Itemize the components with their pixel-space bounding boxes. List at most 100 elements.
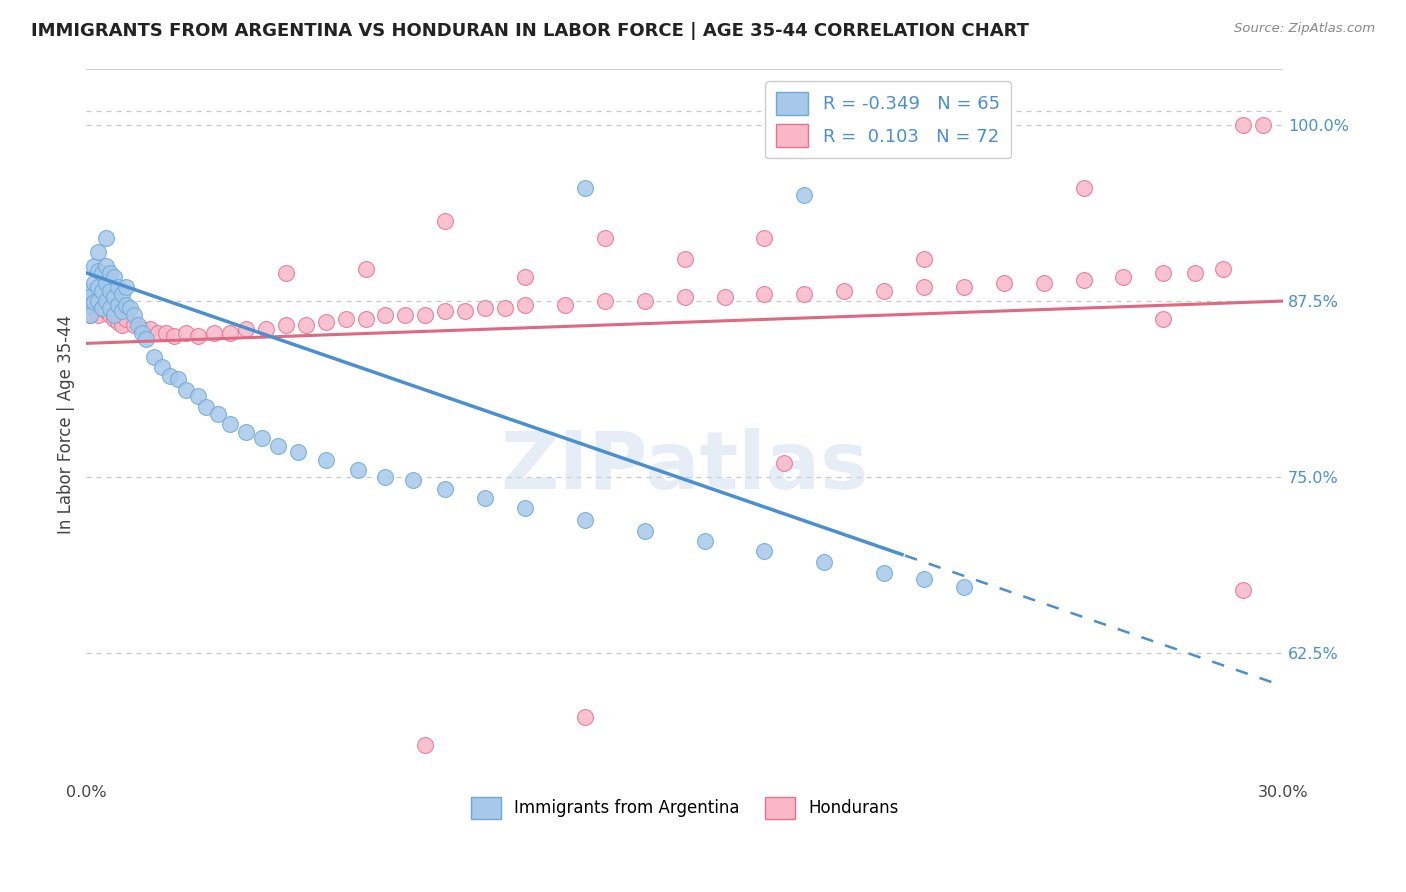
Text: IMMIGRANTS FROM ARGENTINA VS HONDURAN IN LABOR FORCE | AGE 35-44 CORRELATION CHA: IMMIGRANTS FROM ARGENTINA VS HONDURAN IN… bbox=[31, 22, 1029, 40]
Point bbox=[832, 284, 855, 298]
Point bbox=[415, 738, 437, 752]
Text: ZIPatlas: ZIPatlas bbox=[501, 428, 869, 506]
Point bbox=[315, 315, 337, 329]
Point bbox=[287, 445, 309, 459]
Point bbox=[202, 326, 225, 341]
Point bbox=[402, 473, 425, 487]
Point bbox=[79, 298, 101, 312]
Point bbox=[250, 431, 273, 445]
Point bbox=[87, 308, 110, 322]
Point bbox=[120, 301, 142, 315]
Point bbox=[219, 417, 242, 431]
Point bbox=[593, 294, 616, 309]
Point bbox=[1152, 266, 1174, 280]
Point bbox=[574, 512, 596, 526]
Point bbox=[1212, 261, 1234, 276]
Point bbox=[513, 501, 536, 516]
Point bbox=[174, 383, 197, 397]
Point bbox=[187, 388, 209, 402]
Point bbox=[155, 326, 177, 341]
Point bbox=[87, 264, 110, 278]
Point bbox=[593, 230, 616, 244]
Point bbox=[107, 298, 129, 312]
Point bbox=[163, 329, 186, 343]
Point bbox=[98, 266, 121, 280]
Point bbox=[79, 290, 101, 304]
Point bbox=[793, 188, 815, 202]
Legend: Immigrants from Argentina, Hondurans: Immigrants from Argentina, Hondurans bbox=[464, 790, 905, 825]
Point bbox=[122, 318, 145, 332]
Point bbox=[83, 287, 105, 301]
Point bbox=[174, 326, 197, 341]
Point bbox=[346, 463, 368, 477]
Point bbox=[91, 284, 114, 298]
Point bbox=[87, 294, 110, 309]
Point bbox=[111, 318, 134, 332]
Point bbox=[83, 295, 105, 310]
Point bbox=[1073, 273, 1095, 287]
Point bbox=[474, 301, 496, 315]
Point bbox=[274, 318, 297, 332]
Point bbox=[574, 181, 596, 195]
Point bbox=[83, 301, 105, 315]
Point bbox=[91, 301, 114, 315]
Point bbox=[79, 308, 101, 322]
Point bbox=[146, 326, 169, 341]
Point bbox=[713, 290, 735, 304]
Point bbox=[111, 287, 134, 301]
Point bbox=[103, 308, 125, 322]
Point bbox=[554, 298, 576, 312]
Point bbox=[953, 580, 976, 594]
Point bbox=[513, 270, 536, 285]
Point bbox=[98, 308, 121, 322]
Point bbox=[87, 294, 110, 309]
Point bbox=[374, 470, 396, 484]
Point bbox=[96, 259, 118, 273]
Point bbox=[793, 287, 815, 301]
Point bbox=[1232, 582, 1254, 597]
Point bbox=[187, 329, 209, 343]
Point bbox=[235, 322, 257, 336]
Point bbox=[474, 491, 496, 506]
Point bbox=[79, 284, 101, 298]
Point bbox=[813, 555, 835, 569]
Point bbox=[103, 290, 125, 304]
Point bbox=[773, 456, 796, 470]
Point bbox=[194, 400, 217, 414]
Point bbox=[754, 230, 776, 244]
Point bbox=[434, 482, 457, 496]
Point bbox=[122, 308, 145, 322]
Point bbox=[374, 308, 396, 322]
Point bbox=[415, 308, 437, 322]
Point bbox=[79, 308, 101, 322]
Point bbox=[139, 322, 162, 336]
Point bbox=[673, 252, 696, 266]
Point bbox=[673, 290, 696, 304]
Point bbox=[267, 439, 290, 453]
Point bbox=[111, 304, 134, 318]
Point bbox=[87, 244, 110, 259]
Point bbox=[634, 294, 657, 309]
Point bbox=[1032, 276, 1054, 290]
Point bbox=[354, 312, 377, 326]
Point bbox=[693, 533, 716, 548]
Point bbox=[96, 230, 118, 244]
Point bbox=[103, 270, 125, 285]
Point bbox=[127, 318, 149, 332]
Point bbox=[131, 326, 153, 341]
Point bbox=[274, 266, 297, 280]
Point bbox=[873, 284, 896, 298]
Point bbox=[83, 259, 105, 273]
Point bbox=[335, 312, 357, 326]
Point bbox=[91, 301, 114, 315]
Point bbox=[131, 322, 153, 336]
Point bbox=[1232, 118, 1254, 132]
Point bbox=[150, 360, 173, 375]
Point bbox=[953, 280, 976, 294]
Point bbox=[83, 276, 105, 290]
Point bbox=[1184, 266, 1206, 280]
Point bbox=[754, 543, 776, 558]
Point bbox=[91, 266, 114, 280]
Point bbox=[315, 453, 337, 467]
Point bbox=[87, 280, 110, 294]
